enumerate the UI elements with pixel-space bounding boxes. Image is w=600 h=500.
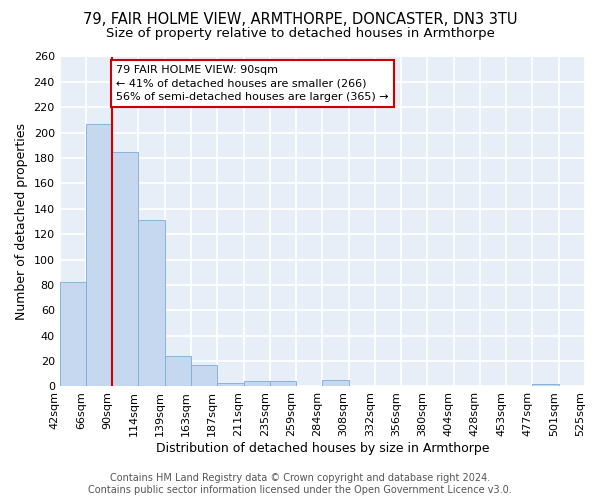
Text: 79 FAIR HOLME VIEW: 90sqm
← 41% of detached houses are smaller (266)
56% of semi: 79 FAIR HOLME VIEW: 90sqm ← 41% of detac… xyxy=(116,66,389,102)
Text: Size of property relative to detached houses in Armthorpe: Size of property relative to detached ho… xyxy=(106,28,494,40)
Bar xyxy=(191,365,217,386)
Bar xyxy=(532,384,559,386)
Bar xyxy=(165,356,191,386)
Bar xyxy=(217,382,244,386)
Text: Contains HM Land Registry data © Crown copyright and database right 2024.
Contai: Contains HM Land Registry data © Crown c… xyxy=(88,474,512,495)
Y-axis label: Number of detached properties: Number of detached properties xyxy=(15,123,28,320)
Bar xyxy=(322,380,349,386)
Bar xyxy=(59,282,86,387)
Text: 79, FAIR HOLME VIEW, ARMTHORPE, DONCASTER, DN3 3TU: 79, FAIR HOLME VIEW, ARMTHORPE, DONCASTE… xyxy=(83,12,517,28)
Bar xyxy=(112,152,139,386)
Bar xyxy=(86,124,112,386)
Bar xyxy=(244,382,270,386)
X-axis label: Distribution of detached houses by size in Armthorpe: Distribution of detached houses by size … xyxy=(155,442,489,455)
Bar xyxy=(139,220,165,386)
Bar xyxy=(270,382,296,386)
